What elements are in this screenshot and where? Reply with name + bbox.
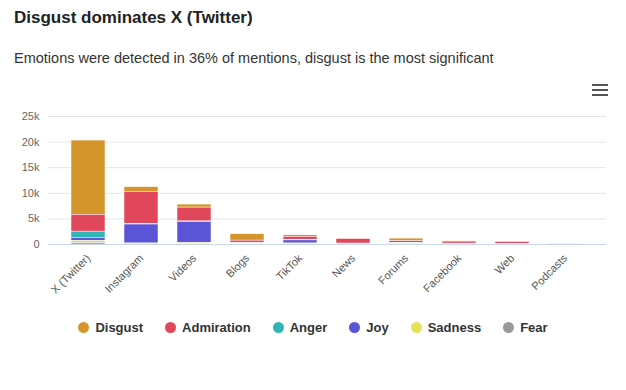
html-text:Fear: Fear — [520, 320, 548, 335]
svg-text:0: 0 — [33, 238, 39, 250]
svg-text:15k: 15k — [22, 161, 40, 173]
html-text:Anger: Anger — [289, 320, 328, 335]
svg-text:10k: 10k — [22, 187, 40, 199]
svg-text:TikTok: TikTok — [274, 251, 305, 282]
html-text:Joy: Joy — [366, 320, 389, 335]
svg-text:25k: 25k — [22, 110, 40, 122]
svg-text:Facebook: Facebook — [421, 251, 464, 294]
html-text:Admiration: Admiration — [182, 320, 251, 335]
html-text:Disgust dominates X (Twitter): Disgust dominates X (Twitter) — [14, 8, 253, 27]
html-text:Disgust: Disgust — [95, 320, 144, 335]
svg-text:20k: 20k — [22, 136, 40, 148]
svg-text:Blogs: Blogs — [223, 251, 251, 279]
svg-text:Instagram: Instagram — [102, 252, 145, 295]
svg-text:Web: Web — [492, 252, 516, 276]
svg-text:Forums: Forums — [376, 251, 411, 286]
html-text:Sadness: Sadness — [427, 320, 482, 335]
html-text:Emotions were detected in 36%: Emotions were detected in 36% of mention… — [14, 50, 494, 66]
svg-text:X (Twitter): X (Twitter) — [48, 252, 92, 296]
svg-text:5k: 5k — [28, 212, 40, 224]
svg-text:News: News — [329, 251, 357, 279]
svg-text:Videos: Videos — [166, 251, 198, 283]
svg-text:Podcasts: Podcasts — [529, 251, 570, 292]
